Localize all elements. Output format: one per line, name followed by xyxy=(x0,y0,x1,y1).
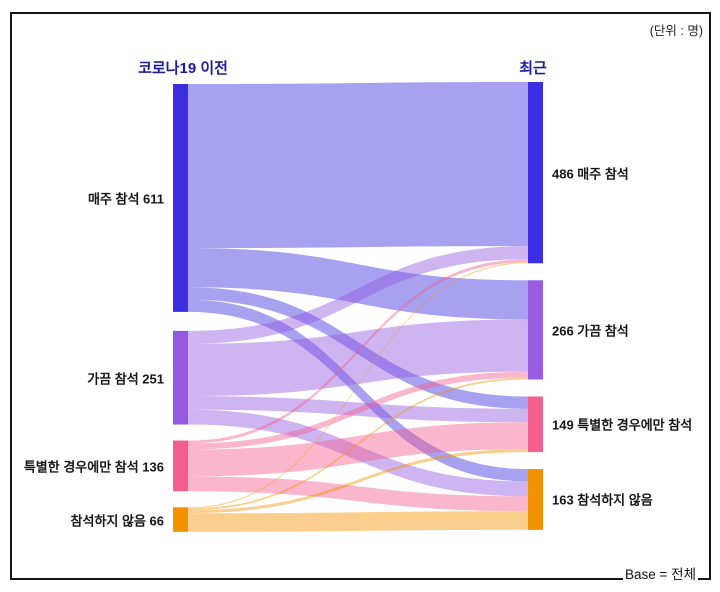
sankey-node-r-special[interactable] xyxy=(528,396,543,453)
sankey-link-b-never-to-r-weekly[interactable] xyxy=(188,262,528,509)
sankey-node-b-special[interactable] xyxy=(173,440,188,492)
sankey-link-b-special-to-r-sometimes[interactable] xyxy=(188,371,528,450)
sankey-node-b-sometimes[interactable] xyxy=(173,330,188,425)
chart-frame xyxy=(10,12,711,580)
base-note: Base = 전체 xyxy=(623,563,698,583)
sankey-link-b-never-to-r-never[interactable] xyxy=(188,511,528,532)
sankey-link-b-weekly-to-r-special[interactable] xyxy=(188,287,528,409)
node-label-r-sometimes: 266 가끔 참석 xyxy=(552,323,629,339)
node-label-b-weekly: 매주 참석 611 xyxy=(87,191,164,207)
sankey-node-b-weekly[interactable] xyxy=(173,84,188,312)
sankey-link-b-sometimes-to-r-never[interactable] xyxy=(188,409,528,497)
node-label-r-weekly: 486 매주 참석 xyxy=(552,166,629,182)
sankey-link-b-special-to-r-weekly[interactable] xyxy=(188,259,528,444)
column-header-before: 코로나19 이전 xyxy=(138,60,228,77)
sankey-link-b-special-to-r-special[interactable] xyxy=(188,422,528,477)
node-label-b-sometimes: 가끔 참석 251 xyxy=(87,371,164,387)
unit-label: (단위 : 명) xyxy=(649,24,703,38)
node-label-r-special: 149 특별한 경우에만 참석 xyxy=(552,417,693,433)
sankey-link-b-weekly-to-r-never[interactable] xyxy=(188,299,528,482)
node-label-r-never: 163 참석하지 않음 xyxy=(552,492,653,508)
column-header-recent: 최근 xyxy=(519,60,547,77)
sankey-link-b-weekly-to-r-weekly[interactable] xyxy=(188,82,528,249)
sankey-link-b-sometimes-to-r-weekly[interactable] xyxy=(188,246,528,344)
sankey-link-b-never-to-r-special[interactable] xyxy=(188,449,528,514)
sankey-node-r-weekly[interactable] xyxy=(528,82,543,264)
sankey-link-b-never-to-r-sometimes[interactable] xyxy=(188,377,528,511)
sankey-link-b-weekly-to-r-sometimes[interactable] xyxy=(188,248,528,320)
node-label-b-never: 참석하지 않음 66 xyxy=(70,513,164,529)
node-label-b-special: 특별한 경우에만 참석 136 xyxy=(23,459,164,475)
sankey-link-b-special-to-r-never[interactable] xyxy=(188,476,528,512)
sankey-node-r-never[interactable] xyxy=(528,469,543,530)
sankey-node-b-never[interactable] xyxy=(173,507,188,532)
sankey-node-r-sometimes[interactable] xyxy=(528,280,543,380)
sankey-link-b-sometimes-to-r-special[interactable] xyxy=(188,396,528,423)
sankey-link-b-sometimes-to-r-sometimes[interactable] xyxy=(188,319,528,397)
